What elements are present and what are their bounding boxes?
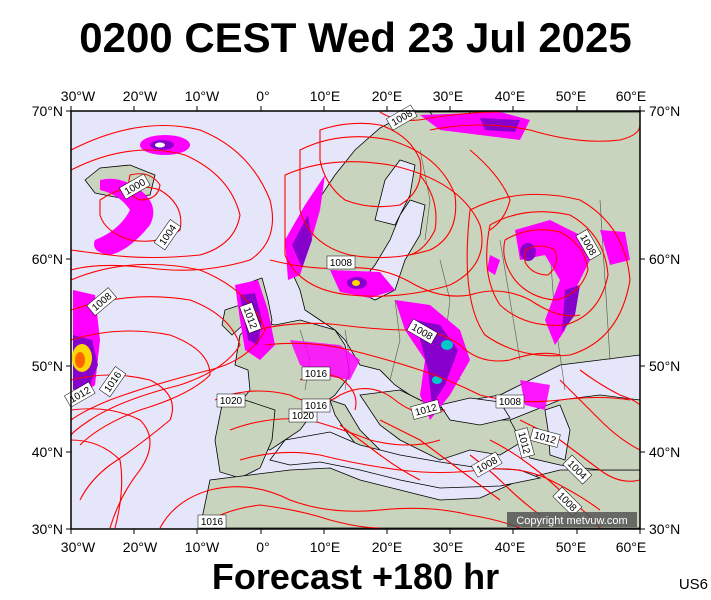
lat-label: 60°N: [32, 251, 63, 267]
precip-blob: [600, 230, 630, 265]
lon-label: 20°E: [372, 88, 403, 104]
lon-label: 10°W: [185, 539, 220, 555]
model-code: US6: [678, 576, 708, 593]
lat-label: 40°N: [32, 444, 63, 460]
lon-labels-top: 30°W 20°W 10°W 0° 10°E 20°E 30°E 40°E 50…: [61, 88, 646, 104]
lon-label: 0°: [256, 88, 269, 104]
forecast-label: Forecast +180 hr: [211, 556, 500, 597]
axis-ticks: [66, 106, 645, 534]
copyright-box: Copyright metvuw.com: [507, 512, 637, 527]
precip-blob: [292, 215, 312, 268]
lat-label: 60°N: [649, 251, 680, 267]
precip-blob: [432, 376, 442, 384]
lat-label: 30°N: [649, 521, 680, 537]
lon-label: 60°E: [616, 88, 647, 104]
lon-label: 30°E: [433, 88, 464, 104]
isobar-label: 1016: [305, 401, 328, 412]
precip-blob: [480, 118, 520, 132]
lon-label: 30°E: [433, 539, 464, 555]
isobar-label: 1020: [292, 411, 315, 422]
lon-label: 40°E: [495, 539, 526, 555]
precip-blob: [352, 280, 360, 286]
lon-labels-bottom: 30°W 20°W 10°W 0° 10°E 20°E 30°E 40°E 50…: [61, 539, 646, 555]
precip-blob: [75, 352, 85, 368]
precip-blob: [487, 255, 500, 275]
precip-blob: [520, 243, 536, 261]
isobar-label: 1008: [330, 258, 353, 269]
lon-label: 0°: [256, 539, 269, 555]
precip-blob: [520, 380, 550, 410]
lat-label: 70°N: [649, 103, 680, 119]
lat-label: 70°N: [32, 103, 63, 119]
lat-labels-left: 30°N 40°N 50°N 60°N 70°N: [32, 103, 63, 537]
precip-blob: [290, 340, 360, 380]
lon-label: 20°E: [372, 539, 403, 555]
lon-label: 30°W: [61, 88, 96, 104]
isobar-label: 1016: [201, 517, 224, 528]
lon-label: 20°W: [123, 88, 158, 104]
lon-label: 20°W: [123, 539, 158, 555]
lon-label: 30°W: [61, 539, 96, 555]
isobar-label: 1016: [305, 369, 328, 380]
copyright-text: Copyright metvuw.com: [516, 515, 627, 527]
lon-label: 10°E: [310, 539, 341, 555]
precip-blob: [155, 142, 165, 148]
lon-label: 40°E: [495, 88, 526, 104]
isobar-label: 1008: [499, 397, 522, 408]
lat-label: 30°N: [32, 521, 63, 537]
lon-label: 10°E: [310, 88, 341, 104]
isobar-label: 1020: [220, 396, 243, 407]
black-sea: [439, 397, 511, 426]
lon-label: 50°E: [556, 539, 587, 555]
lat-label: 50°N: [32, 358, 63, 374]
lon-label: 10°W: [185, 88, 220, 104]
mediterranean-sea: [269, 431, 542, 489]
lat-labels-right: 30°N 40°N 50°N 60°N 70°N: [649, 103, 680, 537]
land-ireland: [221, 304, 244, 336]
lat-label: 40°N: [649, 444, 680, 460]
precip-blob: [441, 340, 453, 350]
land-iberia: [214, 399, 276, 479]
precip-blob: [94, 178, 154, 255]
lon-label: 50°E: [556, 88, 587, 104]
lon-label: 60°E: [616, 539, 647, 555]
lat-label: 50°N: [649, 358, 680, 374]
precip-blob: [420, 112, 530, 140]
gulf-of-bothnia: [374, 159, 416, 226]
map-frame: [70, 110, 641, 530]
map-title: 0200 CEST Wed 23 Jul 2025: [79, 14, 632, 61]
caspian-sea: [544, 404, 571, 461]
